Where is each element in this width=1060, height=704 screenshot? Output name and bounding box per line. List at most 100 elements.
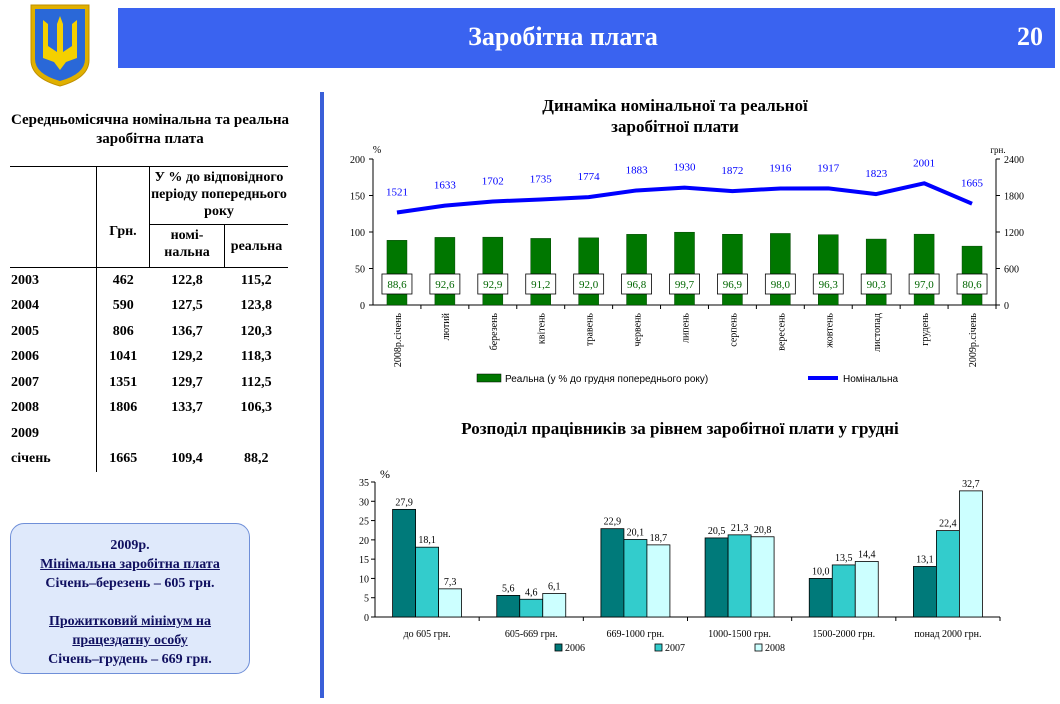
x-tick-label: грудень — [920, 313, 931, 346]
bar-2006 — [600, 528, 625, 618]
bar-2008 — [959, 490, 983, 618]
real-label-box — [956, 273, 988, 295]
cell-uah: 1041 — [96, 344, 150, 370]
bar-label: 10,0 — [812, 566, 830, 577]
real-bar — [386, 240, 408, 306]
real-bar — [530, 238, 551, 306]
bar-label: 14,4 — [858, 549, 876, 560]
y-tick-label: 0 — [360, 301, 365, 312]
legend-swatch-2007 — [654, 643, 663, 652]
x-tick-label: липень — [681, 313, 692, 343]
y-tick-label: 150 — [350, 192, 365, 203]
bar-2008 — [854, 561, 879, 618]
real-bar — [482, 236, 504, 306]
cell-year: 2004 — [11, 298, 39, 314]
real-label-box — [381, 273, 413, 295]
real-label-box — [573, 273, 605, 295]
cell-nominal: 127,5 — [171, 298, 203, 314]
bar-label: 13,1 — [916, 554, 934, 565]
real-bar-label: 96,9 — [723, 279, 743, 291]
y2-tick-label: 2400 — [1004, 155, 1024, 166]
y2-tick-label: 600 — [1004, 265, 1019, 276]
cell-uah: 590 — [96, 293, 150, 319]
cell-real: 120,3 — [240, 323, 273, 339]
cell-year: 2006 — [11, 349, 39, 365]
cell-year: 2005 — [11, 323, 39, 339]
y-tick-label: 0 — [364, 613, 369, 624]
y-tick-label: 15 — [359, 555, 369, 566]
bar-2007 — [415, 546, 439, 618]
y-axis-unit: % — [373, 145, 381, 156]
real-bar-label: 99,7 — [675, 279, 695, 291]
bar-2006 — [808, 578, 833, 618]
bar-2007 — [936, 530, 960, 618]
real-bar-label: 92,9 — [483, 279, 503, 291]
y-tick-label: 5 — [364, 594, 369, 605]
x-tick-label: понад 2000 грн. — [914, 629, 981, 640]
cell-real: 123,8 — [240, 298, 273, 314]
real-label-box — [717, 273, 748, 295]
legend-swatch-2006 — [554, 643, 563, 652]
legend-real-label: Реальна (у % до грудня попереднього року… — [505, 374, 708, 385]
real-bar — [434, 237, 456, 306]
y-tick-label: 35 — [359, 478, 369, 489]
real-label-box — [621, 273, 652, 295]
nominal-label: 1916 — [769, 162, 792, 174]
cell-year: 2009 — [11, 425, 39, 441]
table-row: січень 1665 109,4 88,2 — [10, 446, 288, 472]
x-tick-label: серпень — [728, 313, 739, 347]
bar-label: 5,6 — [502, 583, 515, 594]
bar-label: 7,3 — [444, 577, 457, 588]
cell-uah: 1351 — [96, 370, 150, 396]
real-bar-label: 97,0 — [914, 279, 934, 291]
bar-label: 27,9 — [395, 497, 413, 508]
nominal-label: 1702 — [482, 175, 504, 187]
bar-2008 — [542, 593, 567, 618]
cell-year: 2008 — [11, 400, 39, 416]
table-row: 2005 806 136,7 120,3 — [10, 319, 288, 345]
bar-label: 22,9 — [604, 517, 622, 528]
cell-uah — [96, 421, 150, 447]
y-tick-label: 50 — [355, 265, 365, 276]
x-tick-label: жовтень — [824, 313, 835, 349]
bar-label: 6,1 — [548, 581, 561, 592]
x-tick-label: травень — [585, 313, 596, 346]
real-bar-label: 98,0 — [771, 279, 791, 291]
bar-label: 4,6 — [525, 587, 538, 598]
real-label-box — [477, 273, 509, 295]
y-tick-label: 25 — [359, 517, 369, 528]
cell-real: 106,3 — [240, 400, 273, 416]
info-year: 2009р. — [110, 538, 150, 553]
page-title: Заробітна плата — [468, 22, 658, 51]
legend-label: 2008 — [765, 643, 785, 654]
bar-2007 — [727, 534, 752, 618]
bar-label: 18,1 — [418, 535, 436, 546]
bar-2008 — [646, 544, 671, 618]
cell-nominal: 129,7 — [171, 374, 203, 390]
subsistence-title: Прожитковий мінімум на працездатну особу — [49, 614, 211, 648]
y-tick-label: 10 — [359, 574, 369, 585]
x-tick-label: до 605 грн. — [404, 629, 451, 640]
bar-2006 — [392, 508, 416, 618]
bar-2007 — [519, 598, 544, 618]
y-tick-label: 30 — [359, 497, 369, 508]
info-box: 2009р. Мінімальна заробітна плата Січень… — [10, 523, 250, 674]
real-label-box — [669, 273, 700, 295]
nominal-label: 1774 — [578, 171, 601, 183]
y-tick-label: 200 — [350, 155, 365, 166]
cell-nominal: 122,8 — [171, 272, 203, 288]
y-tick-label: 20 — [359, 536, 369, 547]
cell-real: 112,5 — [240, 374, 272, 390]
y2-tick-label: 1800 — [1004, 192, 1024, 203]
bar-2006 — [913, 566, 937, 618]
nominal-line — [396, 181, 973, 215]
bar-2007 — [623, 539, 648, 618]
y2-axis-unit: грн. — [990, 145, 1005, 155]
cell-nominal: 129,2 — [171, 349, 203, 365]
x-tick-label: листопад — [872, 313, 883, 352]
x-tick-label: червень — [633, 313, 644, 347]
bar-label: 22,4 — [939, 519, 957, 530]
nominal-label: 1883 — [626, 164, 649, 176]
bar-2006 — [704, 537, 729, 618]
